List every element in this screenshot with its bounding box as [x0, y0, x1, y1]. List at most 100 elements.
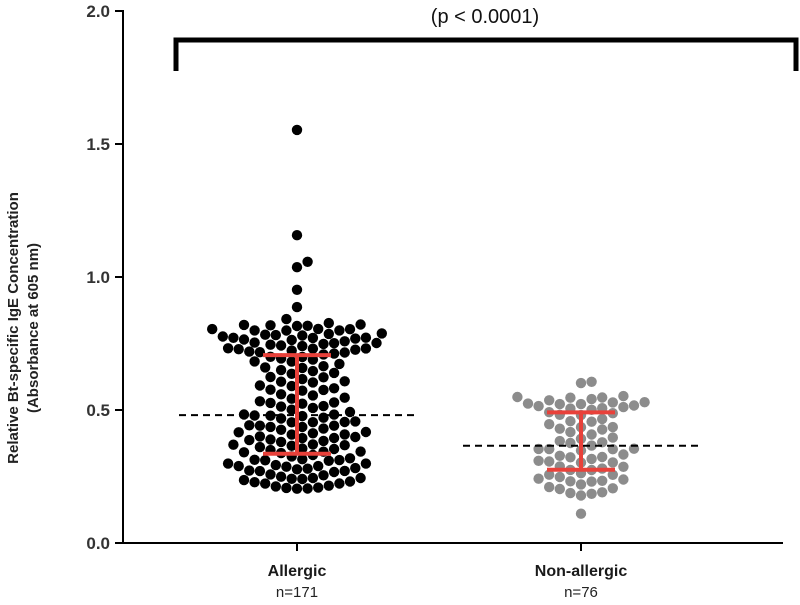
non-allergic-data-point: [554, 435, 565, 447]
non-allergic-data-point: [597, 392, 608, 403]
allergic-data-point: [318, 361, 329, 372]
allergic-data-point: [244, 420, 255, 431]
non-allergic-data-point: [575, 398, 587, 410]
allergic-data-point: [291, 262, 303, 273]
non-allergic-data-point: [575, 508, 587, 519]
allergic-data-point: [334, 325, 345, 336]
non-allergic-data-point: [586, 393, 597, 405]
non-allergic-data-point: [544, 419, 555, 430]
allergic-data-point: [355, 319, 366, 330]
non-allergic-data-point: [565, 426, 576, 438]
non-allergic-data-point: [533, 473, 544, 484]
allergic-data-point: [286, 380, 297, 392]
allergic-data-point: [350, 462, 361, 474]
allergic-data-point: [323, 455, 334, 466]
allergic-data-point: [318, 435, 329, 447]
category-label-allergic: Allergic: [268, 563, 327, 580]
allergic-data-point: [249, 356, 260, 367]
allergic-data-point: [355, 446, 366, 457]
non-allergic-data-point: [565, 487, 576, 499]
allergic-data-point: [254, 380, 266, 391]
allergic-data-point: [297, 385, 308, 396]
allergic-data-point: [238, 319, 250, 331]
allergic-data-point: [254, 420, 266, 431]
non-allergic-data-point: [575, 377, 587, 389]
non-allergic-data-point: [618, 449, 629, 460]
allergic-data-point: [307, 343, 319, 354]
allergic-data-point: [318, 423, 329, 434]
allergic-data-point: [313, 460, 324, 472]
allergic-data-point: [323, 328, 334, 340]
allergic-data-point: [297, 373, 308, 385]
allergic-data-point: [339, 336, 350, 347]
non-allergic-data-point: [575, 479, 587, 490]
allergic-data-point: [233, 460, 244, 472]
allergic-data-point: [291, 230, 303, 241]
allergic-data-point: [260, 362, 271, 373]
allergic-data-point: [328, 367, 340, 379]
y-tick-label-1: 0.5: [86, 401, 110, 420]
allergic-data-point: [233, 344, 244, 355]
non-allergic-data-point: [554, 398, 565, 410]
non-allergic-data-point: [554, 471, 565, 483]
allergic-data-point: [291, 320, 303, 332]
allergic-data-point: [323, 317, 334, 329]
y-axis-title-line2: (Absorbance at 605 nm): [25, 243, 42, 413]
allergic-data-point: [286, 356, 297, 367]
allergic-data-point: [334, 358, 345, 370]
non-allergic-data-point: [597, 413, 608, 425]
allergic-data-point: [318, 338, 329, 350]
allergic-data-point: [297, 410, 308, 422]
non-allergic-data-point: [628, 400, 640, 411]
allergic-data-point: [328, 466, 340, 478]
allergic-data-point: [307, 390, 319, 401]
allergic-data-point: [323, 480, 334, 491]
non-allergic-data-point: [565, 416, 576, 427]
non-allergic-data-point: [597, 475, 608, 486]
allergic-data-point: [228, 439, 239, 450]
y-tick-label-0: 0.0: [86, 534, 110, 553]
allergic-data-point: [302, 483, 313, 494]
allergic-data-point: [297, 398, 308, 409]
allergic-data-point: [302, 256, 313, 267]
allergic-data-point: [339, 392, 350, 403]
non-allergic-data-point: [607, 483, 618, 494]
non-allergic-data-point: [586, 453, 597, 465]
allergic-data-point: [291, 284, 303, 295]
non-allergic-data-point: [554, 423, 565, 434]
allergic-data-point: [307, 365, 319, 377]
allergic-data-point: [307, 402, 319, 414]
data-points: [207, 124, 650, 519]
allergic-data-point: [244, 465, 255, 476]
non-allergic-data-point: [597, 487, 608, 498]
non-allergic-data-point: [522, 398, 534, 409]
allergic-data-point: [275, 340, 287, 351]
allergic-data-point: [207, 323, 218, 335]
allergic-data-point: [265, 410, 276, 421]
allergic-data-point: [222, 458, 234, 469]
allergic-data-point: [275, 389, 287, 400]
allergic-data-point: [249, 477, 260, 488]
allergic-data-point: [318, 400, 329, 412]
non-allergic-data-point: [586, 488, 597, 499]
non-allergic-data-point: [544, 395, 555, 406]
allergic-data-point: [297, 432, 308, 444]
non-allergic-data-point: [533, 400, 544, 412]
non-allergic-data-point: [597, 424, 608, 435]
allergic-data-point: [291, 483, 303, 494]
allergic-data-point: [260, 455, 271, 466]
allergic-data-point: [291, 464, 303, 475]
non-allergic-data-point: [586, 416, 597, 427]
allergic-data-point: [286, 334, 297, 346]
allergic-data-point: [270, 481, 281, 492]
allergic-data-point: [254, 347, 266, 358]
allergic-data-point: [275, 436, 287, 448]
allergic-data-point: [286, 417, 297, 428]
allergic-data-point: [244, 346, 255, 357]
allergic-data-point: [302, 320, 313, 331]
allergic-data-point: [265, 469, 276, 480]
allergic-data-point: [297, 340, 308, 352]
allergic-data-point: [344, 476, 356, 487]
n-label-allergic: n=171: [276, 584, 318, 601]
